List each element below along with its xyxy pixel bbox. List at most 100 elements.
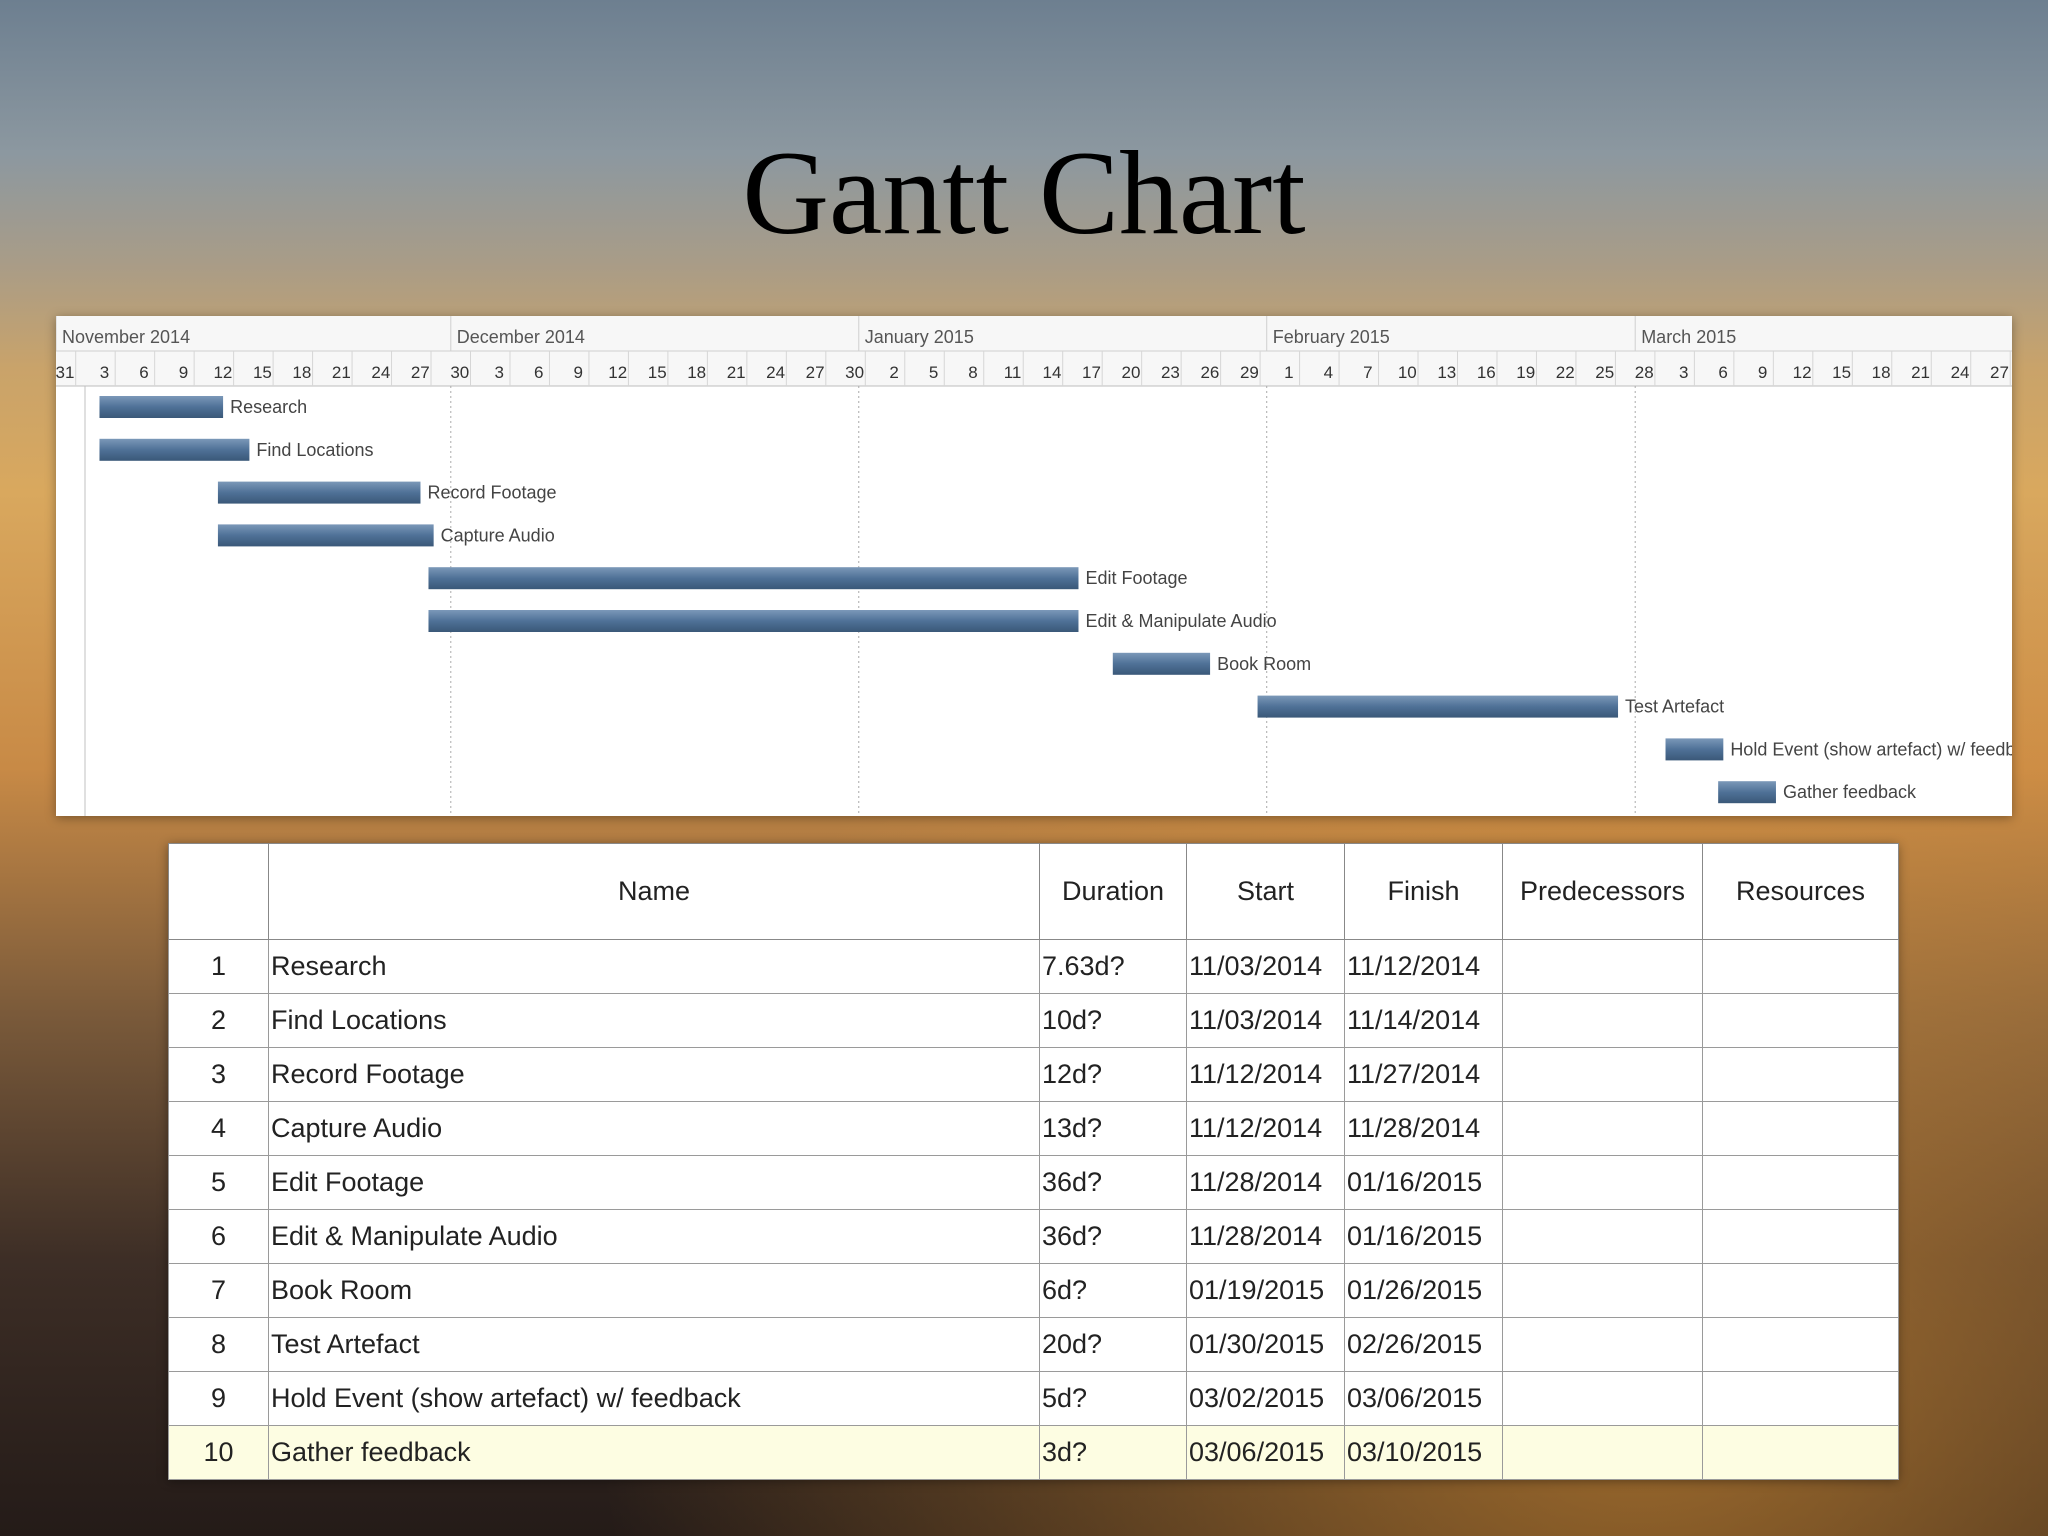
- cell-duration[interactable]: 20d?: [1039, 1317, 1187, 1372]
- cell-duration[interactable]: 6d?: [1039, 1263, 1187, 1318]
- cell-finish[interactable]: 11/28/2014: [1344, 1101, 1503, 1156]
- gantt-bar[interactable]: [428, 610, 1079, 632]
- cell-resources[interactable]: [1702, 1155, 1899, 1210]
- cell-id[interactable]: 9: [168, 1371, 269, 1426]
- cell-start[interactable]: 03/06/2015: [1186, 1425, 1345, 1480]
- cell-id[interactable]: 10: [168, 1425, 269, 1480]
- cell-start[interactable]: 01/30/2015: [1186, 1317, 1345, 1372]
- cell-name[interactable]: Research: [268, 939, 1040, 994]
- gantt-bar[interactable]: [1112, 652, 1211, 675]
- cell-duration[interactable]: 36d?: [1039, 1155, 1187, 1210]
- cell-finish[interactable]: 11/27/2014: [1344, 1047, 1503, 1102]
- table-row[interactable]: 2 Find Locations 10d? 11/03/2014 11/14/2014: [168, 993, 1899, 1048]
- table-row[interactable]: 1 Research 7.63d? 11/03/2014 11/12/2014: [168, 939, 1899, 994]
- cell-id[interactable]: 1: [168, 939, 269, 994]
- cell-resources[interactable]: [1702, 1263, 1899, 1318]
- cell-predecessors[interactable]: [1502, 939, 1703, 994]
- cell-predecessors[interactable]: [1502, 1317, 1703, 1372]
- cell-predecessors[interactable]: [1502, 1425, 1703, 1480]
- cell-start[interactable]: 11/03/2014: [1186, 993, 1345, 1048]
- cell-resources[interactable]: [1702, 1101, 1899, 1156]
- cell-resources[interactable]: [1702, 993, 1899, 1048]
- cell-predecessors[interactable]: [1502, 993, 1703, 1048]
- cell-finish[interactable]: 01/16/2015: [1344, 1209, 1503, 1264]
- cell-duration[interactable]: 12d?: [1039, 1047, 1187, 1102]
- day-tick-label: 21: [1911, 363, 1930, 382]
- cell-name[interactable]: Gather feedback: [268, 1425, 1040, 1480]
- column-header-predecessors[interactable]: Predecessors: [1502, 843, 1703, 940]
- table-row[interactable]: 9 Hold Event (show artefact) w/ feedback 5…: [168, 1371, 1899, 1426]
- cell-id[interactable]: 3: [168, 1047, 269, 1102]
- cell-duration[interactable]: 13d?: [1039, 1101, 1187, 1156]
- column-header-id[interactable]: [168, 843, 269, 940]
- cell-resources[interactable]: [1702, 1047, 1899, 1102]
- table-row[interactable]: 5 Edit Footage 36d? 11/28/2014 01/16/2015: [168, 1155, 1899, 1210]
- column-header-resources[interactable]: Resources: [1702, 843, 1899, 940]
- cell-start[interactable]: 11/28/2014: [1186, 1155, 1345, 1210]
- cell-finish[interactable]: 11/14/2014: [1344, 993, 1503, 1048]
- table-row[interactable]: 8 Test Artefact 20d? 01/30/2015 02/26/2015: [168, 1317, 1899, 1372]
- cell-duration[interactable]: 10d?: [1039, 993, 1187, 1048]
- cell-duration[interactable]: 36d?: [1039, 1209, 1187, 1264]
- column-header-name[interactable]: Name: [268, 843, 1040, 940]
- day-tick-label: 11: [1004, 363, 1022, 382]
- cell-finish[interactable]: 02/26/2015: [1344, 1317, 1503, 1372]
- table-row[interactable]: 4 Capture Audio 13d? 11/12/2014 11/28/2014: [168, 1101, 1899, 1156]
- cell-id[interactable]: 8: [168, 1317, 269, 1372]
- cell-id[interactable]: 2: [168, 993, 269, 1048]
- cell-id[interactable]: 6: [168, 1209, 269, 1264]
- gantt-bar[interactable]: [428, 567, 1079, 590]
- cell-finish[interactable]: 01/26/2015: [1344, 1263, 1503, 1318]
- cell-start[interactable]: 01/19/2015: [1186, 1263, 1345, 1318]
- cell-resources[interactable]: [1702, 1371, 1899, 1426]
- cell-start[interactable]: 11/12/2014: [1186, 1047, 1345, 1102]
- cell-name[interactable]: Edit & Manipulate Audio: [268, 1209, 1040, 1264]
- cell-predecessors[interactable]: [1502, 1155, 1703, 1210]
- cell-name[interactable]: Test Artefact: [268, 1317, 1040, 1372]
- cell-name[interactable]: Book Room: [268, 1263, 1040, 1318]
- cell-name[interactable]: Hold Event (show artefact) w/ feedback: [268, 1371, 1040, 1426]
- cell-name[interactable]: Find Locations: [268, 993, 1040, 1048]
- cell-finish[interactable]: 03/06/2015: [1344, 1371, 1503, 1426]
- cell-predecessors[interactable]: [1502, 1101, 1703, 1156]
- cell-duration[interactable]: 7.63d?: [1039, 939, 1187, 994]
- cell-start[interactable]: 11/12/2014: [1186, 1101, 1345, 1156]
- table-row[interactable]: 10 Gather feedback 3d? 03/06/2015 03/10/2015: [168, 1425, 1899, 1480]
- gantt-bar[interactable]: [1718, 781, 1776, 804]
- gantt-bar[interactable]: [99, 438, 250, 461]
- cell-finish[interactable]: 11/12/2014: [1344, 939, 1503, 994]
- column-header-duration[interactable]: Duration: [1039, 843, 1187, 940]
- cell-predecessors[interactable]: [1502, 1209, 1703, 1264]
- cell-duration[interactable]: 5d?: [1039, 1371, 1187, 1426]
- cell-name[interactable]: Edit Footage: [268, 1155, 1040, 1210]
- gantt-bar[interactable]: [99, 396, 224, 418]
- column-header-finish[interactable]: Finish: [1344, 843, 1503, 940]
- cell-resources[interactable]: [1702, 1425, 1899, 1480]
- gantt-bar[interactable]: [1257, 695, 1619, 718]
- cell-predecessors[interactable]: [1502, 1047, 1703, 1102]
- cell-name[interactable]: Capture Audio: [268, 1101, 1040, 1156]
- cell-resources[interactable]: [1702, 1209, 1899, 1264]
- column-header-start[interactable]: Start: [1186, 843, 1345, 940]
- gantt-bar[interactable]: [217, 524, 434, 547]
- gantt-bar[interactable]: [1665, 738, 1724, 761]
- cell-start[interactable]: 11/03/2014: [1186, 939, 1345, 994]
- cell-predecessors[interactable]: [1502, 1263, 1703, 1318]
- cell-finish[interactable]: 01/16/2015: [1344, 1155, 1503, 1210]
- table-row[interactable]: 6 Edit & Manipulate Audio 36d? 11/28/2014 01…: [168, 1209, 1899, 1264]
- table-row[interactable]: 3 Record Footage 12d? 11/12/2014 11/27/2014: [168, 1047, 1899, 1102]
- gantt-bar[interactable]: [217, 481, 421, 504]
- table-row[interactable]: 7 Book Room 6d? 01/19/2015 01/26/2015: [168, 1263, 1899, 1318]
- cell-duration[interactable]: 3d?: [1039, 1425, 1187, 1480]
- day-tick-label: 25: [1595, 363, 1614, 382]
- cell-name[interactable]: Record Footage: [268, 1047, 1040, 1102]
- cell-start[interactable]: 03/02/2015: [1186, 1371, 1345, 1426]
- cell-predecessors[interactable]: [1502, 1371, 1703, 1426]
- cell-start[interactable]: 11/28/2014: [1186, 1209, 1345, 1264]
- cell-resources[interactable]: [1702, 939, 1899, 994]
- cell-finish[interactable]: 03/10/2015: [1344, 1425, 1503, 1480]
- cell-resources[interactable]: [1702, 1317, 1899, 1372]
- cell-id[interactable]: 7: [168, 1263, 269, 1318]
- cell-id[interactable]: 4: [168, 1101, 269, 1156]
- cell-id[interactable]: 5: [168, 1155, 269, 1210]
